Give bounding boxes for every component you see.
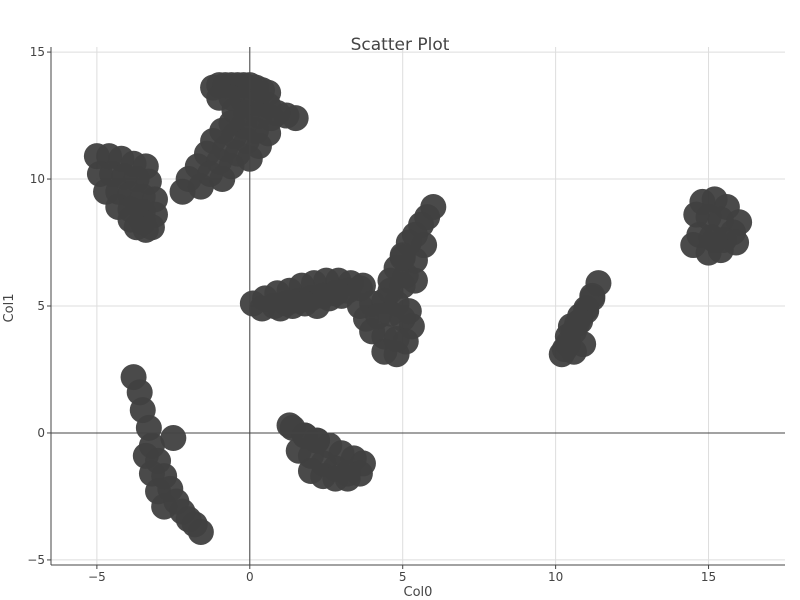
scatter-point bbox=[169, 178, 196, 205]
x-axis-label: Col0 bbox=[404, 585, 433, 600]
y-axis-label: Col1 bbox=[2, 294, 17, 323]
scatter-point bbox=[334, 465, 361, 492]
y-tick-label: 15 bbox=[30, 45, 45, 59]
scatter-point bbox=[701, 226, 728, 253]
axes: −5 0 5 10 15 −5 0 5 10 15 bbox=[27, 45, 785, 584]
scatter-point bbox=[420, 193, 447, 220]
x-tick-label: −5 bbox=[88, 570, 106, 584]
x-tick-label: 15 bbox=[701, 570, 716, 584]
scatter-point bbox=[187, 518, 214, 545]
scatter-point bbox=[411, 232, 438, 259]
x-tick-label: 10 bbox=[548, 570, 563, 584]
y-tick-label: −5 bbox=[27, 553, 45, 567]
x-tick-label: 5 bbox=[399, 570, 407, 584]
y-tick-label: 5 bbox=[37, 299, 45, 313]
y-tick-label: 0 bbox=[37, 426, 45, 440]
scatter-point bbox=[132, 216, 159, 243]
scatter-point bbox=[680, 232, 707, 259]
scatter-point bbox=[160, 425, 187, 452]
scatter-point bbox=[383, 341, 410, 368]
data-points bbox=[83, 72, 753, 545]
scatter-point bbox=[389, 244, 416, 271]
scatter-point bbox=[209, 166, 236, 193]
scatter-point bbox=[282, 105, 309, 132]
y-tick-label: 10 bbox=[30, 172, 45, 186]
scatter-point bbox=[151, 493, 178, 520]
x-tick-label: 0 bbox=[246, 570, 254, 584]
scatter-point bbox=[304, 427, 331, 454]
scatter-point bbox=[276, 412, 303, 439]
scatter-point bbox=[401, 267, 428, 294]
scatter-point bbox=[579, 285, 606, 312]
chart-title: Scatter Plot bbox=[351, 35, 450, 55]
